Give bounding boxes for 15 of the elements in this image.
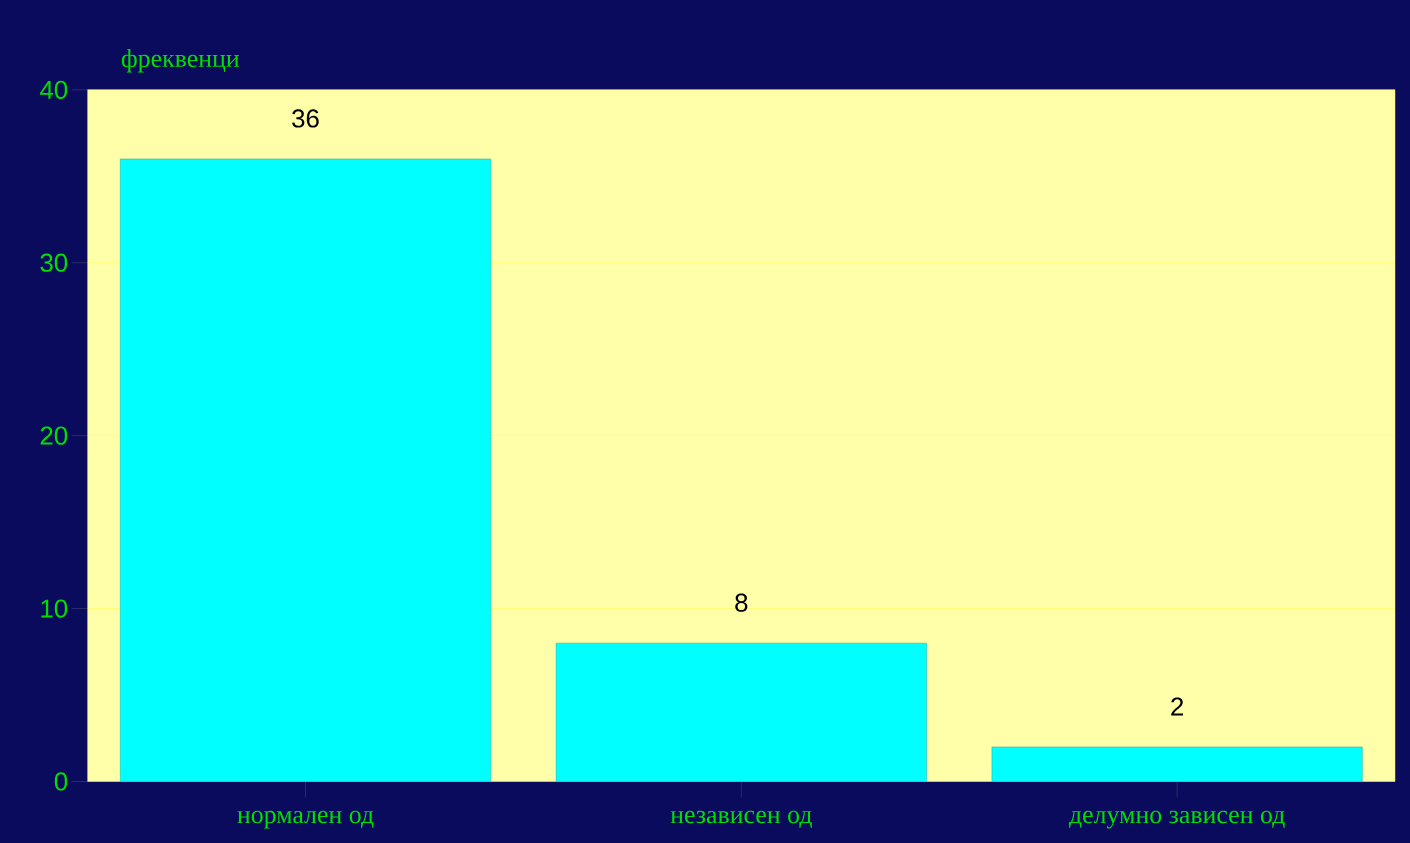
- y-tick-label: 30: [40, 253, 68, 272]
- bar: [991, 746, 1363, 782]
- bar: [120, 158, 491, 782]
- y-tick-label: 0: [54, 772, 68, 791]
- x-tick-label: нормален од: [237, 810, 374, 829]
- data-label: 8: [735, 593, 748, 612]
- y-tick-label: 40: [40, 80, 68, 99]
- y-axis-title: фреквенци: [121, 48, 240, 73]
- data-label: 2: [1171, 697, 1184, 716]
- x-tick-label: независен од: [670, 810, 812, 828]
- x-tick-label: делумно зависен од: [1068, 810, 1285, 829]
- bar: [555, 642, 927, 782]
- data-label: 36: [292, 109, 319, 128]
- y-tick-label: 10: [41, 599, 68, 618]
- y-tick-label: 20: [40, 426, 68, 445]
